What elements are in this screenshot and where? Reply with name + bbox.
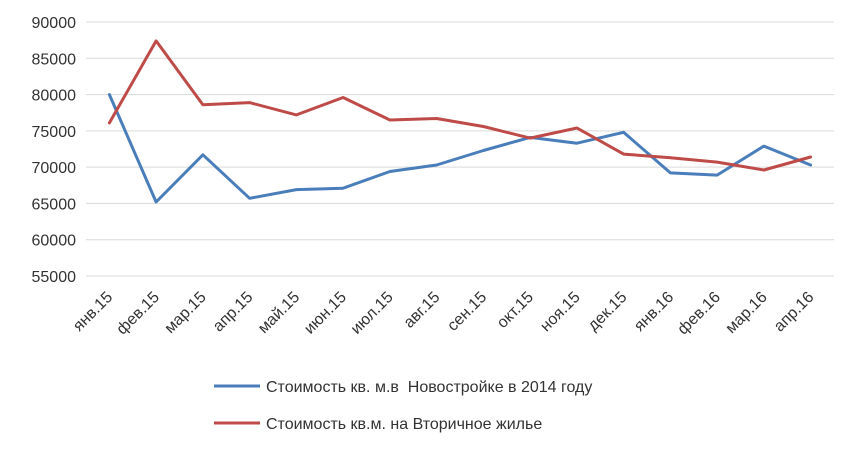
x-tick-label: фев.15 <box>114 289 163 338</box>
x-tick-label: фев.16 <box>675 289 724 338</box>
y-tick-label: 65000 <box>32 196 77 213</box>
gridlines <box>86 21 834 277</box>
x-tick-label: мар.16 <box>723 289 771 337</box>
x-tick-label: апр.15 <box>210 289 257 336</box>
x-tick-label: янв.15 <box>70 289 116 335</box>
y-tick-label: 85000 <box>32 51 77 68</box>
x-tick-label: сен.15 <box>444 289 490 335</box>
legend: Стоимость кв. м.в Новостройке в 2014 год… <box>214 379 592 433</box>
series-line-1 <box>107 93 813 204</box>
x-tick-label: авг.15 <box>401 289 444 332</box>
y-tick-label: 90000 <box>32 15 77 32</box>
x-tick-label: янв.16 <box>631 289 677 335</box>
x-tick-label: мар.15 <box>162 289 210 337</box>
x-tick-label: май.15 <box>255 289 303 337</box>
y-tick-label: 80000 <box>32 88 77 105</box>
y-tick-label: 60000 <box>32 233 77 250</box>
x-tick-label: июл.15 <box>348 289 397 338</box>
legend-label: Стоимость кв.м. на Вторичное жилье <box>266 416 542 433</box>
y-axis-ticks: 55000 60000 65000 70000 75000 80000 85000 90000 <box>32 15 77 286</box>
y-tick-label: 75000 <box>32 124 77 141</box>
legend-label: Стоимость кв. м.в Новостройке в 2014 год… <box>266 379 592 396</box>
x-tick-label: окт.15 <box>494 289 537 332</box>
x-tick-label: ноя.15 <box>537 289 583 335</box>
y-tick-label: 70000 <box>32 160 77 177</box>
x-tick-label: дек.15 <box>585 289 631 335</box>
series-lines <box>107 39 813 204</box>
y-tick-label: 55000 <box>32 269 77 286</box>
series-line-2 <box>107 39 813 172</box>
x-tick-label: июн.15 <box>301 289 350 338</box>
x-tick-label: апр.16 <box>771 289 818 336</box>
